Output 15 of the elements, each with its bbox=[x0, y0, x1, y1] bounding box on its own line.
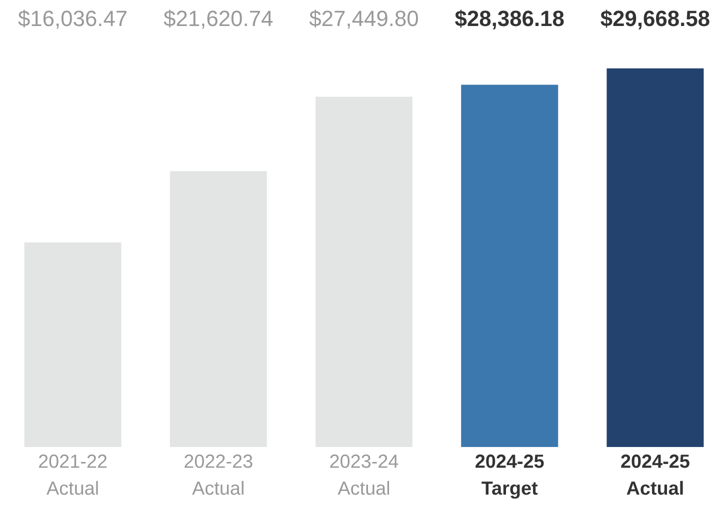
data-label: $29,668.58 bbox=[600, 10, 710, 30]
bar bbox=[316, 96, 413, 447]
x-tick-label: 2021-22 Actual bbox=[39, 454, 107, 495]
data-label: $28,386.18 bbox=[455, 10, 564, 30]
data-label: $27,449.80 bbox=[309, 10, 418, 29]
bar bbox=[461, 84, 558, 447]
data-label: $16,036.47 bbox=[18, 10, 127, 29]
x-tick-label: 2023-24 Actual bbox=[330, 454, 398, 495]
data-label: $21,620.74 bbox=[164, 10, 273, 29]
bar bbox=[24, 242, 122, 447]
bar bbox=[170, 171, 267, 447]
x-tick-label: 2024-25 Actual bbox=[621, 454, 690, 495]
x-tick-label: 2024-25 Target bbox=[476, 454, 544, 499]
x-tick-label: 2022-23 Actual bbox=[184, 454, 252, 495]
bar bbox=[606, 68, 704, 447]
